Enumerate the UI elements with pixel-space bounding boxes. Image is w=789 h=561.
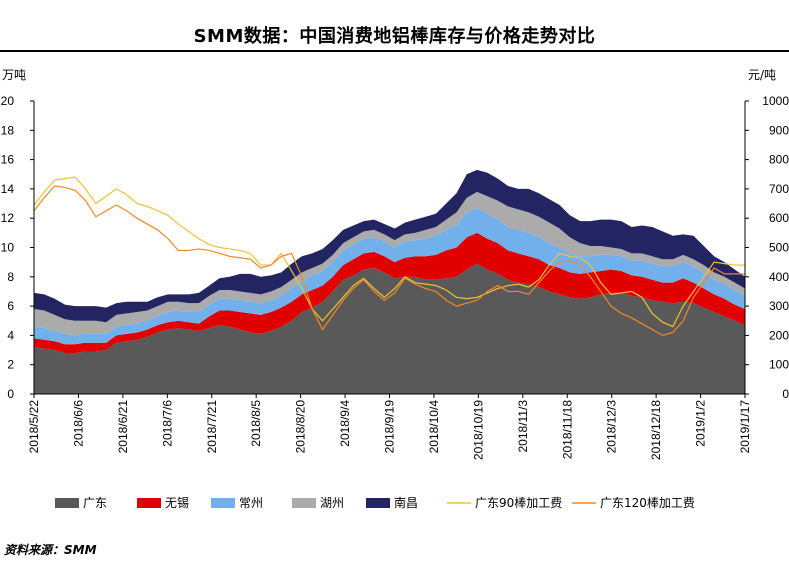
right-axis-tick-label: 900 [769,123,789,137]
legend-swatch-常州 [211,498,235,508]
legend-label-广东90棒加工费: 广东90棒加工费 [475,496,562,510]
left-axis-tick-label: 8 [7,270,14,284]
left-axis-tick-label: 20 [1,94,15,108]
right-axis-tick-label: 200 [769,328,789,342]
x-axis-tick-label: 2018/12/3 [605,400,619,454]
x-axis-tick-label: 2018/8/20 [294,400,308,454]
right-axis-tick-label: 700 [769,182,789,196]
area-series-无锡 [34,232,745,353]
x-axis-tick-label: 2018/10/4 [427,400,441,454]
right-axis-tick-label: 1000 [762,94,789,108]
legend-label-广东120棒加工费: 广东120棒加工费 [600,496,695,510]
right-axis-tick-label: 400 [769,270,789,284]
legend-swatch-无锡 [137,498,161,508]
area-series-广东 [34,263,745,394]
x-axis-tick-label: 2018/7/21 [205,400,219,454]
line-series-广东120棒加工费 [33,185,745,337]
right-axis-tick-label: 100 [769,358,789,372]
x-axis-tick-label: 2019/1/2 [694,400,708,447]
legend-label-广东: 广东 [83,496,107,510]
x-axis-tick-label: 2018/9/19 [383,400,397,454]
right-axis-tick-label: 300 [769,299,789,313]
left-axis-tick-label: 2 [7,358,14,372]
left-axis-tick-label: 12 [1,211,15,225]
right-axis-unit: 元/吨 [748,68,776,82]
legend-swatch-湖州 [292,498,316,508]
right-axis-tick-label: 0 [782,387,789,401]
legend-label-常州: 常州 [239,496,263,510]
left-axis-tick-label: 18 [1,123,15,137]
right-axis-tick-label: 500 [769,241,789,255]
area-series-南昌 [34,169,745,323]
right-axis-tick-label: 800 [769,153,789,167]
left-axis-tick-label: 14 [1,182,15,196]
left-axis-tick-label: 4 [7,328,14,342]
legend-label-南昌: 南昌 [394,495,418,510]
line-series-广东90棒加工费 [33,176,745,328]
legend-swatch-南昌 [366,498,390,508]
left-axis-tick-label: 16 [1,153,15,167]
x-axis-tick-label: 2018/5/22 [27,400,41,454]
legend-label-湖州: 湖州 [320,495,344,510]
x-axis-tick-label: 2018/7/6 [160,400,174,447]
x-axis-tick-label: 2018/6/6 [71,400,85,447]
x-axis-tick-label: 2018/10/19 [471,400,485,460]
left-axis-tick-label: 10 [1,241,15,255]
legend-label-无锡: 无锡 [165,495,189,510]
x-axis-tick-label: 2018/9/4 [338,400,352,447]
x-axis-tick-label: 2018/12/18 [649,400,663,460]
chart-title: SMM数据：中国消费地铝棒库存与价格走势对比 [193,26,596,47]
x-axis-tick-label: 2018/11/18 [560,400,574,459]
x-axis-tick-label: 2018/6/21 [116,400,130,454]
left-axis-tick-label: 6 [7,299,14,313]
area-series-湖州 [34,191,745,336]
right-axis-tick-label: 600 [769,211,789,225]
title-divider [0,50,789,52]
x-axis-tick-label: 2019/1/17 [738,400,752,454]
x-axis-tick-label: 2018/8/5 [249,400,263,447]
x-axis-tick-label: 2018/11/3 [516,400,530,453]
source-note: 资料来源：SMM [4,543,97,557]
area-series-常州 [34,207,745,345]
legend-swatch-广东 [55,498,79,508]
left-axis-unit: 万吨 [2,68,26,82]
left-axis-tick-label: 0 [7,387,14,401]
